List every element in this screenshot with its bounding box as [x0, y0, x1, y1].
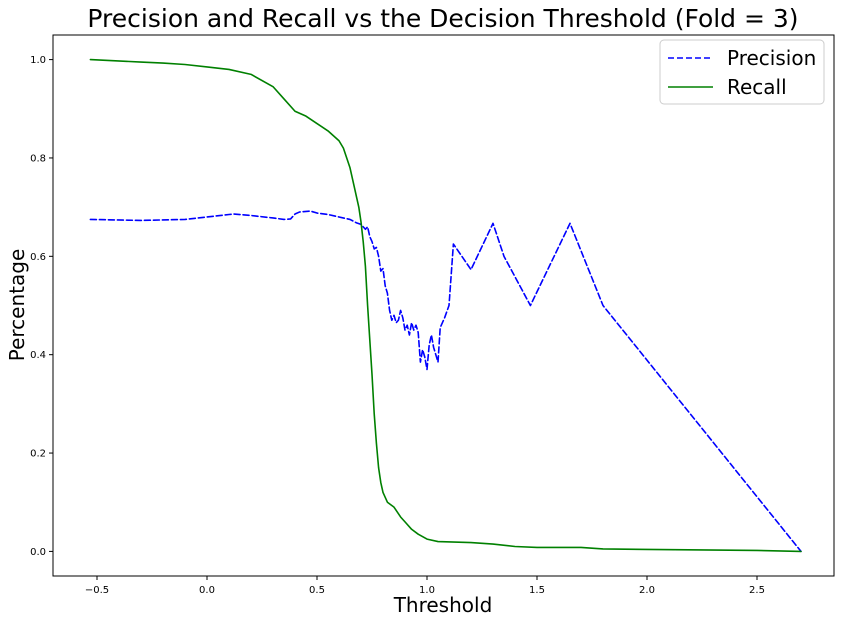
- legend-precision-label: Precision: [727, 46, 816, 70]
- y-axis-ticks: 0.0 0.2 0.4 0.6 0.8 1.0: [30, 55, 53, 558]
- plot-area: [89, 58, 802, 553]
- y-tick-label: 0.6: [30, 252, 46, 263]
- legend-recall-label: Recall: [727, 75, 787, 99]
- series-line-recall: [89, 58, 802, 553]
- y-tick-label: 0.2: [30, 449, 46, 460]
- x-tick-label: 0.5: [309, 585, 325, 596]
- legend: Precision Recall: [659, 39, 825, 105]
- x-tick-label: 1.5: [529, 585, 545, 596]
- y-tick-label: 0.8: [30, 153, 46, 164]
- y-tick-label: 0.0: [30, 547, 46, 558]
- y-axis-label: Percentage: [5, 249, 29, 362]
- x-tick-label: 0.0: [199, 585, 215, 596]
- series-line-precision: [89, 210, 802, 553]
- y-tick-label: 1.0: [30, 55, 46, 66]
- y-tick-label: 0.4: [30, 350, 46, 361]
- legend-box: [659, 39, 825, 105]
- x-tick-label: 1.0: [419, 585, 435, 596]
- x-tick-label: 2.5: [749, 585, 765, 596]
- x-axis-ticks: −0.5 0.0 0.5 1.0 1.5 2.0 2.5: [85, 576, 765, 596]
- x-tick-label: 2.0: [639, 585, 655, 596]
- x-axis-label: Threshold: [393, 593, 493, 617]
- chart-title: Precision and Recall vs the Decision Thr…: [87, 4, 798, 33]
- x-tick-label: −0.5: [85, 585, 109, 596]
- plot-frame: [52, 34, 835, 577]
